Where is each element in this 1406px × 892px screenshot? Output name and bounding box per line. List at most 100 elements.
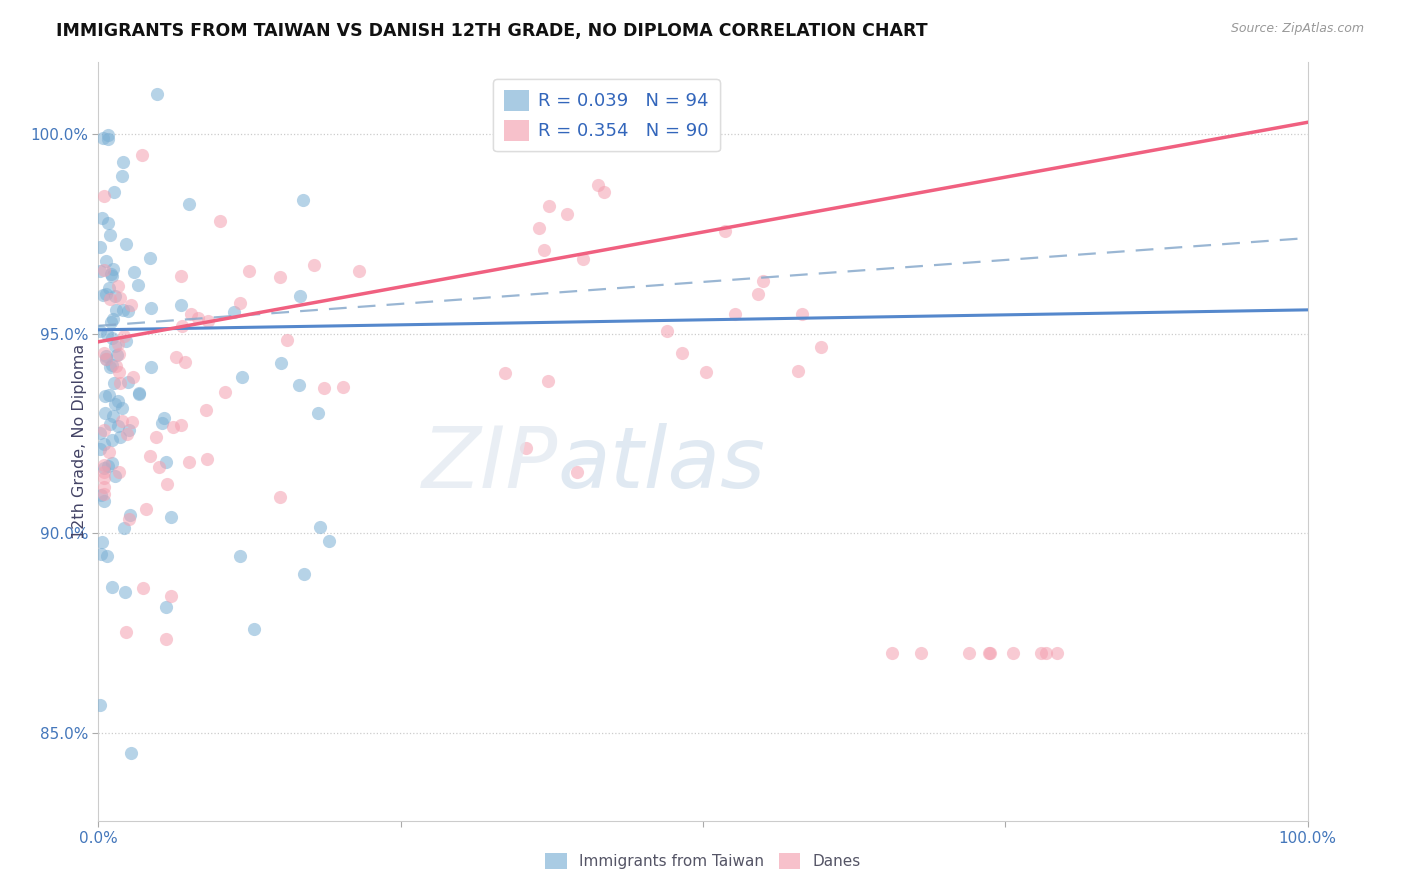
Point [557,206,579,220]
Point [94,405,117,419]
Point [112,521,135,535]
Point [957,646,980,660]
Point [155,476,177,491]
Text: Source: ZipAtlas.com: Source: ZipAtlas.com [1230,22,1364,36]
Point [177,454,200,468]
Point [565,465,588,479]
Point [108,466,131,480]
Point [269,490,291,504]
Point [103,376,125,390]
Point [96,253,118,268]
Point [100,358,122,372]
Point [242,622,264,636]
Point [101,456,124,470]
Point [195,451,218,466]
Point [93,423,115,437]
Point [93,486,115,500]
Point [197,314,219,328]
Point [107,346,129,360]
Point [89,698,111,712]
Point [152,411,174,425]
Point [145,430,167,444]
Point [117,304,139,318]
Point [101,580,124,594]
Point [187,310,209,325]
Point [93,346,115,360]
Point [111,401,134,415]
Point [104,468,127,483]
Point [93,494,115,508]
Point [177,196,200,211]
Point [98,445,121,459]
Point [747,287,769,301]
Point [115,426,138,441]
Point [170,268,193,283]
Point [117,424,139,438]
Text: IMMIGRANTS FROM TAIWAN VS DANISH 12TH GRADE, NO DIPLOMA CORRELATION CHART: IMMIGRANTS FROM TAIWAN VS DANISH 12TH GR… [56,22,928,40]
Point [112,155,135,169]
Point [89,264,111,278]
Point [172,319,194,334]
Point [131,148,153,162]
Y-axis label: 12th Grade, No Diploma: 12th Grade, No Diploma [72,344,87,539]
Point [910,646,932,660]
Point [93,458,115,473]
Point [96,349,118,363]
Point [112,329,135,343]
Point [537,374,560,388]
Point [105,348,128,362]
Point [120,298,142,312]
Point [1046,646,1069,660]
Point [155,455,177,469]
Point [101,312,124,326]
Point [107,337,129,351]
Point [288,378,311,392]
Point [139,360,162,375]
Point [276,333,298,347]
Point [121,415,143,429]
Point [307,406,329,420]
Point [115,236,138,251]
Point [96,287,118,301]
Point [155,632,177,647]
Point [292,567,315,582]
Point [1029,646,1052,660]
Point [97,128,120,142]
Point [101,331,124,345]
Point [96,549,118,564]
Point [108,376,131,390]
Point [724,307,747,321]
Point [100,314,122,328]
Point [270,356,292,370]
Point [97,132,120,146]
Point [714,224,737,238]
Point [94,352,117,367]
Point [90,211,112,226]
Point [93,466,115,480]
Point [93,461,115,475]
Point [94,351,117,366]
Point [98,227,121,242]
Point [160,509,183,524]
Point [117,376,139,390]
Point [139,449,162,463]
Point [112,303,135,318]
Point [115,334,138,348]
Point [105,359,128,374]
Point [586,178,609,192]
Point [162,420,184,434]
Point [349,264,371,278]
Point [103,397,125,411]
Point [100,267,122,281]
Point [170,417,193,432]
Point [308,519,330,533]
Point [120,508,142,523]
Point [128,385,150,400]
Point [593,185,616,199]
Point [231,369,253,384]
Point [292,193,315,207]
Point [127,278,149,293]
Point [752,274,775,288]
Point [120,746,142,760]
Point [91,288,114,302]
